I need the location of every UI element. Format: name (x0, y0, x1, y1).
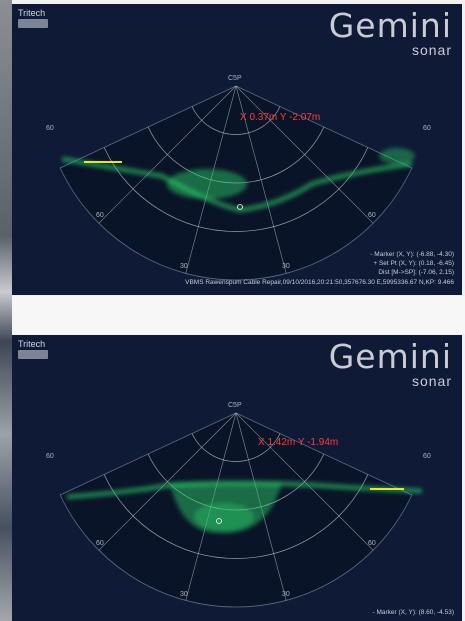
bearing-line-1 (98, 85, 237, 224)
range-ring-3 (103, 147, 369, 232)
panel-divider (12, 296, 465, 334)
bearing-label-left-mid: 60 (96, 540, 104, 547)
cursor-coordinate-readout: X 0.37m Y -2.07m (240, 112, 321, 123)
bearing-label-right-top: 60 (423, 453, 431, 460)
bearing-label-bottom-right: 30 (282, 263, 290, 270)
sonar-panel-top[interactable]: Tritech Gemini sonar X 0.37m Y -2.07m C5… (12, 4, 462, 295)
sonar-logo-text: sonar (411, 373, 452, 389)
seabed-echo (61, 156, 413, 213)
set-point-icon (216, 518, 222, 524)
target-echo (167, 169, 247, 199)
range-ring-1 (191, 433, 281, 462)
tritech-logo-text: Tritech (18, 8, 46, 18)
set-point-icon (237, 204, 243, 210)
background-window-strip (0, 0, 12, 621)
tritech-logo-text: Tritech (18, 339, 46, 349)
range-ring-3 (103, 474, 369, 559)
bearing-label-left-top: 60 (46, 453, 54, 460)
side-echo (379, 148, 415, 164)
gemini-logo-text: Gemini (328, 6, 452, 45)
sonar-logo-text: sonar (411, 42, 452, 58)
bearing-line-4 (235, 412, 374, 551)
range-ring-1 (191, 106, 281, 135)
bearing-label-bottom-left: 30 (180, 263, 188, 270)
marker-readout: - Marker (X, Y): (-6.88, -4.30) (370, 251, 454, 258)
sonar-panel-bottom[interactable]: Tritech Gemini sonar X 1.42m Y -1.94m C5… (12, 335, 462, 621)
bearing-line-1 (98, 412, 237, 551)
target-echo (194, 503, 254, 531)
bearing-label-right-mid: 60 (368, 540, 376, 547)
bearing-label-bottom-left: 30 (180, 591, 188, 598)
tritech-logo: Tritech (18, 339, 52, 361)
tritech-badge-icon (18, 19, 48, 28)
sonar-fan-display[interactable] (12, 335, 462, 621)
project-status-line: VBMS Rawenspum Cable Repair,09/10/2016,2… (185, 279, 454, 286)
tritech-badge-icon (18, 350, 48, 359)
marker-readout: - Marker (X, Y): (8.60, -4.53) (372, 609, 454, 616)
bearing-line-3 (235, 85, 287, 274)
bearing-label-right-top: 60 (423, 125, 431, 132)
set-point-readout: + Set Pt (X, Y): (0.18, -6.45) (373, 260, 454, 267)
tritech-logo: Tritech (18, 8, 52, 30)
bearing-label-left-top: 60 (46, 125, 54, 132)
bearing-label-bottom-right: 30 (282, 591, 290, 598)
bearing-label-left-mid: 60 (96, 212, 104, 219)
range-label-top: C5P (228, 75, 242, 82)
gemini-logo-text: Gemini (328, 337, 452, 376)
echo-layer (66, 480, 423, 534)
bearing-line-4 (235, 85, 374, 224)
echo-layer (61, 148, 415, 213)
cursor-coordinate-readout: X 1.42m Y -1.94m (258, 437, 339, 448)
bearing-label-right-mid: 60 (368, 212, 376, 219)
sonar-fan-display[interactable] (12, 4, 462, 295)
range-label-top: C5P (228, 402, 242, 409)
distance-readout: Dist [M->SP]: (-7.06, 2.15) (378, 269, 454, 276)
